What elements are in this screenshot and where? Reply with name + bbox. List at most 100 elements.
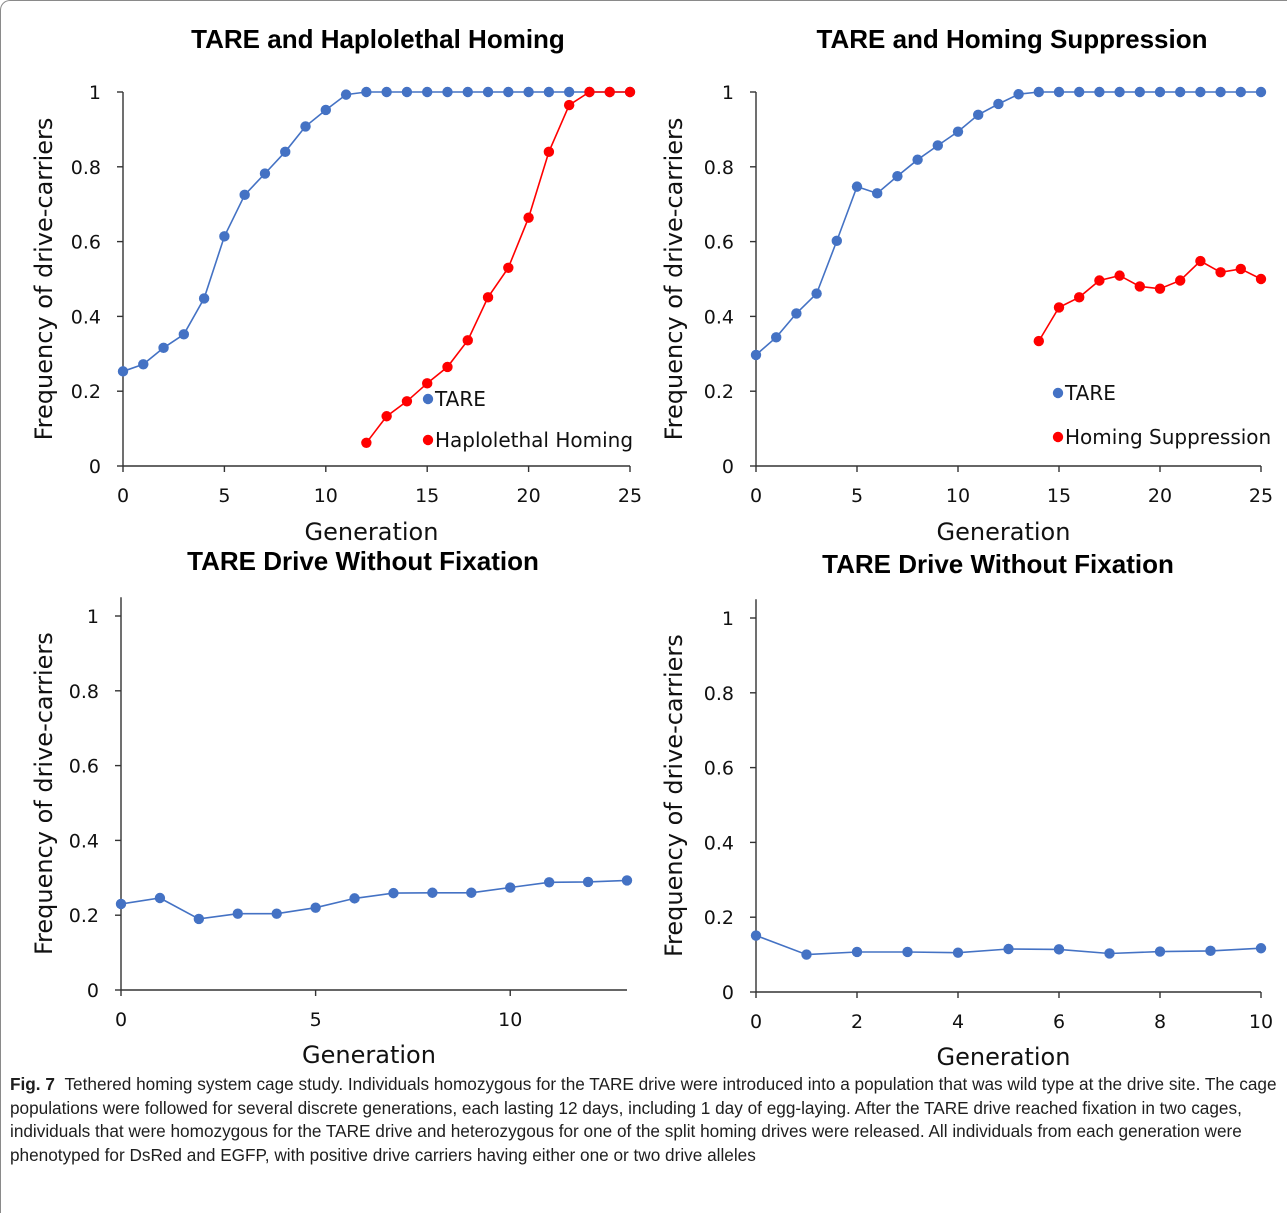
data-point xyxy=(563,86,575,98)
data-point xyxy=(851,946,863,958)
y-tick-label: 0.2 xyxy=(71,381,101,403)
data-point xyxy=(361,86,372,98)
series-line xyxy=(365,91,630,444)
data-point xyxy=(198,293,210,304)
y-axis-label: Frequency of drive-carriers xyxy=(660,118,688,441)
data-point xyxy=(851,181,863,192)
x-tick-label: 0 xyxy=(117,485,129,507)
chart-title: TARE and Haplolethal Homing xyxy=(191,24,565,54)
data-point xyxy=(543,146,555,158)
data-point xyxy=(1094,275,1105,286)
chart-title: TARE Drive Without Fixation xyxy=(187,546,539,576)
y-tick-label: 0.6 xyxy=(704,232,734,254)
data-point xyxy=(1053,86,1065,98)
data-point xyxy=(503,262,514,273)
data-point xyxy=(1205,945,1216,957)
series-line xyxy=(1038,260,1262,342)
data-point xyxy=(750,349,762,361)
data-point xyxy=(259,168,271,179)
data-point xyxy=(178,329,190,340)
data-point xyxy=(1074,86,1085,98)
caption-text: Tethered homing system cage study. Indiv… xyxy=(10,1074,1277,1165)
data-point xyxy=(1154,946,1166,957)
x-tick-label: 0 xyxy=(750,485,762,507)
y-tick-label: 0.8 xyxy=(71,157,101,179)
data-point xyxy=(973,109,984,121)
y-tick-label: 0.6 xyxy=(69,756,99,778)
data-point xyxy=(1033,335,1044,347)
data-point xyxy=(158,342,169,354)
data-point xyxy=(584,86,595,98)
data-point xyxy=(442,361,453,373)
x-tick-label: 5 xyxy=(851,485,863,507)
x-tick-label: 15 xyxy=(1047,485,1071,507)
data-point xyxy=(1154,86,1166,98)
x-tick-label: 5 xyxy=(310,1009,322,1031)
data-point xyxy=(604,86,615,98)
data-point xyxy=(872,188,883,199)
x-axis-label: Generation xyxy=(305,518,439,546)
x-tick-label: 10 xyxy=(498,1009,522,1031)
data-point xyxy=(401,86,413,98)
data-point xyxy=(811,288,822,299)
chart-without-fixation-b: TARE Drive Without Fixation 0 0.2 0.4 0.6 0.8… xyxy=(660,549,1273,1071)
data-point xyxy=(543,877,555,888)
x-tick-label: 10 xyxy=(1249,1011,1273,1033)
data-point xyxy=(1134,86,1145,98)
data-point xyxy=(1175,275,1186,286)
y-axis-label: Frequency of drive-carriers xyxy=(30,118,58,441)
legend-label: Haplolethal Homing xyxy=(435,428,633,452)
x-axis-label: Generation xyxy=(937,518,1071,546)
data-point xyxy=(300,121,311,132)
data-point xyxy=(801,949,812,960)
data-point xyxy=(1104,948,1115,959)
data-point xyxy=(621,875,633,886)
x-tick-label: 8 xyxy=(1154,1011,1166,1033)
data-point xyxy=(462,335,473,346)
y-tick-label: 1 xyxy=(722,608,734,630)
series-line xyxy=(120,879,628,920)
data-point xyxy=(624,86,636,98)
x-tick-label: 2 xyxy=(851,1011,863,1033)
data-point xyxy=(1114,86,1125,98)
data-point xyxy=(232,908,243,919)
chart-title: TARE Drive Without Fixation xyxy=(822,549,1174,579)
y-tick-label: 0.8 xyxy=(69,681,99,703)
y-tick-label: 0 xyxy=(89,456,101,478)
data-point xyxy=(115,898,127,910)
data-point xyxy=(219,231,230,242)
x-tick-label: 25 xyxy=(618,485,642,507)
data-point xyxy=(912,154,923,165)
data-point xyxy=(1074,292,1085,303)
data-point xyxy=(523,86,534,98)
data-point xyxy=(750,930,762,941)
data-point xyxy=(1195,255,1206,267)
chart-without-fixation-a: TARE Drive Without Fixation 0 0.2 0.4 0.6 0.8… xyxy=(30,546,633,1069)
data-point xyxy=(831,235,842,247)
data-point xyxy=(1235,263,1246,275)
data-point xyxy=(1215,86,1226,98)
data-point xyxy=(482,86,494,98)
data-point xyxy=(952,126,964,137)
data-point xyxy=(466,887,477,898)
y-tick-label: 0.8 xyxy=(704,157,734,179)
data-point xyxy=(388,887,399,899)
x-tick-label: 25 xyxy=(1249,485,1273,507)
series-line xyxy=(755,91,1261,356)
y-tick-label: 0.6 xyxy=(704,758,734,780)
x-tick-label: 10 xyxy=(314,485,338,507)
data-point xyxy=(582,876,594,888)
data-point xyxy=(892,170,903,182)
y-tick-label: 0.4 xyxy=(704,832,734,854)
data-point xyxy=(320,104,331,116)
data-point xyxy=(1013,89,1024,100)
data-point xyxy=(791,308,802,319)
data-point xyxy=(138,359,149,370)
x-tick-label: 10 xyxy=(946,485,970,507)
data-point xyxy=(523,212,534,223)
data-point xyxy=(1094,86,1105,98)
chart-title: TARE and Homing Suppression xyxy=(817,24,1208,54)
x-tick-label: 4 xyxy=(952,1011,964,1033)
x-axis-label: Generation xyxy=(302,1041,436,1069)
